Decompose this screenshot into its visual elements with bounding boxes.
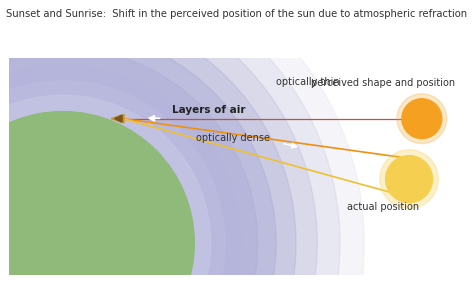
Circle shape (0, 0, 317, 303)
Text: optically thin: optically thin (276, 77, 340, 87)
Circle shape (0, 65, 240, 303)
Polygon shape (111, 115, 124, 123)
Circle shape (0, 10, 296, 303)
Circle shape (397, 94, 447, 144)
Circle shape (0, 0, 340, 303)
Circle shape (0, 48, 257, 303)
Circle shape (0, 112, 194, 303)
Circle shape (0, 81, 225, 303)
Circle shape (402, 99, 442, 138)
Circle shape (385, 156, 432, 202)
Circle shape (0, 30, 276, 303)
Text: actual position: actual position (346, 202, 419, 212)
Text: Layers of air: Layers of air (172, 105, 246, 115)
Text: perceived shape and position: perceived shape and position (310, 78, 455, 88)
Text: optically dense: optically dense (196, 133, 271, 143)
Circle shape (0, 0, 364, 303)
Circle shape (0, 95, 210, 303)
Circle shape (380, 150, 438, 208)
Text: Sunset and Sunrise:  Shift in the perceived position of the sun due to atmospher: Sunset and Sunrise: Shift in the perceiv… (7, 9, 467, 19)
